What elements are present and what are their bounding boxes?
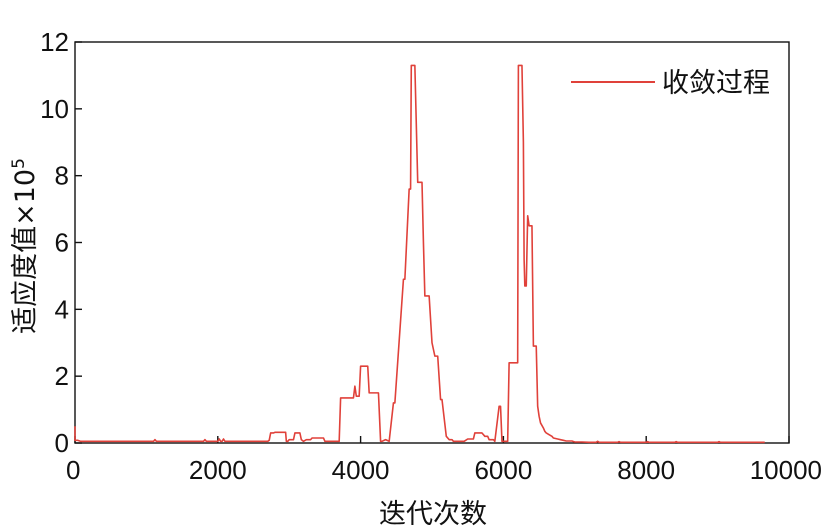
y-tick-label: 10 [40,94,69,124]
plot-border [74,41,790,444]
x-tick-label: 10000 [750,455,822,485]
x-tick-label: 8000 [617,455,675,485]
legend: 收敛过程 [571,68,770,99]
x-tick-label: 6000 [474,455,532,485]
y-axis-title-text: 适应度值×10 [10,169,41,334]
series-layer [74,64,765,444]
x-tick-label: 4000 [332,455,390,485]
x-tick-label: 0 [66,455,80,485]
y-tick-label: 8 [55,161,69,191]
y-tick-label: 0 [55,428,69,458]
x-axis: 0 2000 4000 6000 8000 10000 [66,436,822,485]
x-tick-label: 2000 [189,455,247,485]
x-axis-title: 迭代次数 [379,499,487,530]
legend-label: 收敛过程 [662,68,770,99]
series-line [74,64,765,444]
y-axis-title-exponent: 5 [9,158,29,169]
y-axis: 0 2 4 6 8 10 12 [40,27,82,458]
y-tick-label: 12 [40,27,69,57]
y-tick-label: 2 [55,361,69,391]
plot-frame [74,41,790,444]
y-tick-label: 6 [55,228,69,258]
y-axis-title: 适应度值×105 [9,158,41,334]
y-tick-label: 4 [55,294,69,324]
